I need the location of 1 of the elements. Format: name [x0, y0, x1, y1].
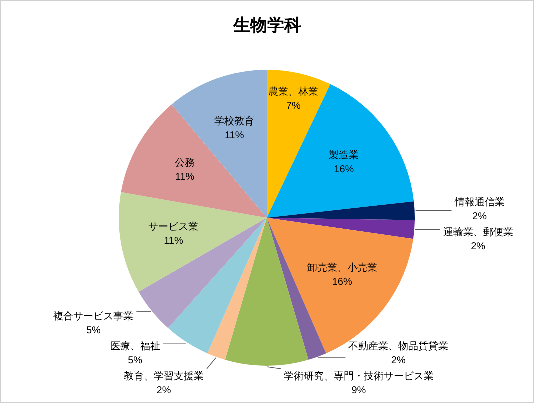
title: 生物学科 [234, 16, 302, 35]
